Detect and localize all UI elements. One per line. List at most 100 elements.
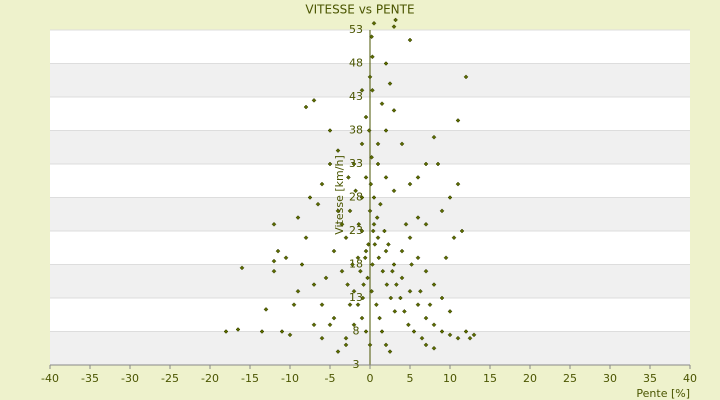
x-tick-label: -40 <box>41 372 59 385</box>
point <box>343 342 349 348</box>
point <box>319 302 325 308</box>
point <box>291 302 297 308</box>
point <box>375 141 381 147</box>
point <box>431 282 437 287</box>
point <box>359 195 365 200</box>
point <box>279 329 285 334</box>
point <box>407 37 413 43</box>
point <box>295 215 301 220</box>
point <box>372 242 378 247</box>
x-tick-label: 15 <box>483 372 497 385</box>
point <box>391 262 397 267</box>
point <box>358 268 363 274</box>
point <box>362 255 368 261</box>
x-tick-label: -30 <box>121 372 139 385</box>
x-tick-label: 10 <box>443 372 457 385</box>
point <box>403 221 409 227</box>
point <box>455 181 461 187</box>
y-tick-label: 43 <box>349 90 363 103</box>
point <box>455 118 461 123</box>
point <box>376 255 382 261</box>
point <box>368 181 374 187</box>
point <box>223 329 229 334</box>
point <box>388 295 394 301</box>
y-tick-label: 18 <box>349 258 363 271</box>
point <box>378 201 383 207</box>
point <box>369 288 374 294</box>
point <box>379 101 385 107</box>
point <box>331 248 337 254</box>
point <box>271 221 277 227</box>
point <box>360 295 366 301</box>
x-tick-label: -5 <box>325 372 336 385</box>
y-tick-label: 38 <box>349 124 363 137</box>
point <box>383 128 389 133</box>
point <box>383 175 389 180</box>
point <box>380 268 386 274</box>
y-tick-label: 33 <box>349 157 363 170</box>
point <box>423 161 429 167</box>
point <box>351 161 357 167</box>
point <box>411 329 417 334</box>
point <box>375 161 381 167</box>
point <box>235 327 241 332</box>
point <box>386 242 391 247</box>
point <box>409 262 414 267</box>
point <box>275 248 281 254</box>
point <box>463 74 469 80</box>
point <box>356 221 362 227</box>
y-tick-label: 8 <box>353 325 360 338</box>
x-tick-label: 5 <box>407 372 414 385</box>
point <box>351 322 357 328</box>
point <box>283 255 289 261</box>
point <box>347 302 353 308</box>
point <box>391 108 397 113</box>
x-tick-label: 30 <box>603 372 617 385</box>
point <box>382 228 387 234</box>
point <box>455 335 461 341</box>
point <box>463 329 469 334</box>
point <box>299 262 305 267</box>
point <box>391 24 397 30</box>
point <box>335 349 341 354</box>
point <box>271 268 277 274</box>
point <box>399 248 405 254</box>
point <box>459 228 465 234</box>
point <box>391 188 397 194</box>
point <box>423 221 429 227</box>
point <box>343 335 349 341</box>
point <box>343 235 349 241</box>
point <box>363 114 369 120</box>
point <box>371 221 377 227</box>
point <box>327 128 333 133</box>
x-tick-label: -15 <box>241 372 259 385</box>
point <box>359 228 365 234</box>
point <box>406 322 411 328</box>
point <box>431 345 437 351</box>
x-tick-label: 35 <box>643 372 657 385</box>
point <box>447 195 453 200</box>
point <box>271 258 277 264</box>
point <box>371 195 377 200</box>
point <box>471 332 477 338</box>
point <box>398 295 403 301</box>
point <box>394 282 399 287</box>
x-tick-label: 20 <box>523 372 537 385</box>
point <box>361 282 366 287</box>
point <box>327 322 333 328</box>
point <box>407 181 413 187</box>
point <box>402 309 407 314</box>
y-tick-label: 48 <box>349 57 363 70</box>
point <box>374 302 379 308</box>
point <box>384 282 390 287</box>
point <box>423 268 429 274</box>
point <box>370 262 375 267</box>
point <box>351 288 357 294</box>
point <box>339 268 345 274</box>
point <box>371 20 377 26</box>
point <box>370 87 375 93</box>
point <box>387 349 393 354</box>
point <box>383 61 389 66</box>
point <box>287 332 293 338</box>
y-tick-label: 28 <box>349 191 363 204</box>
